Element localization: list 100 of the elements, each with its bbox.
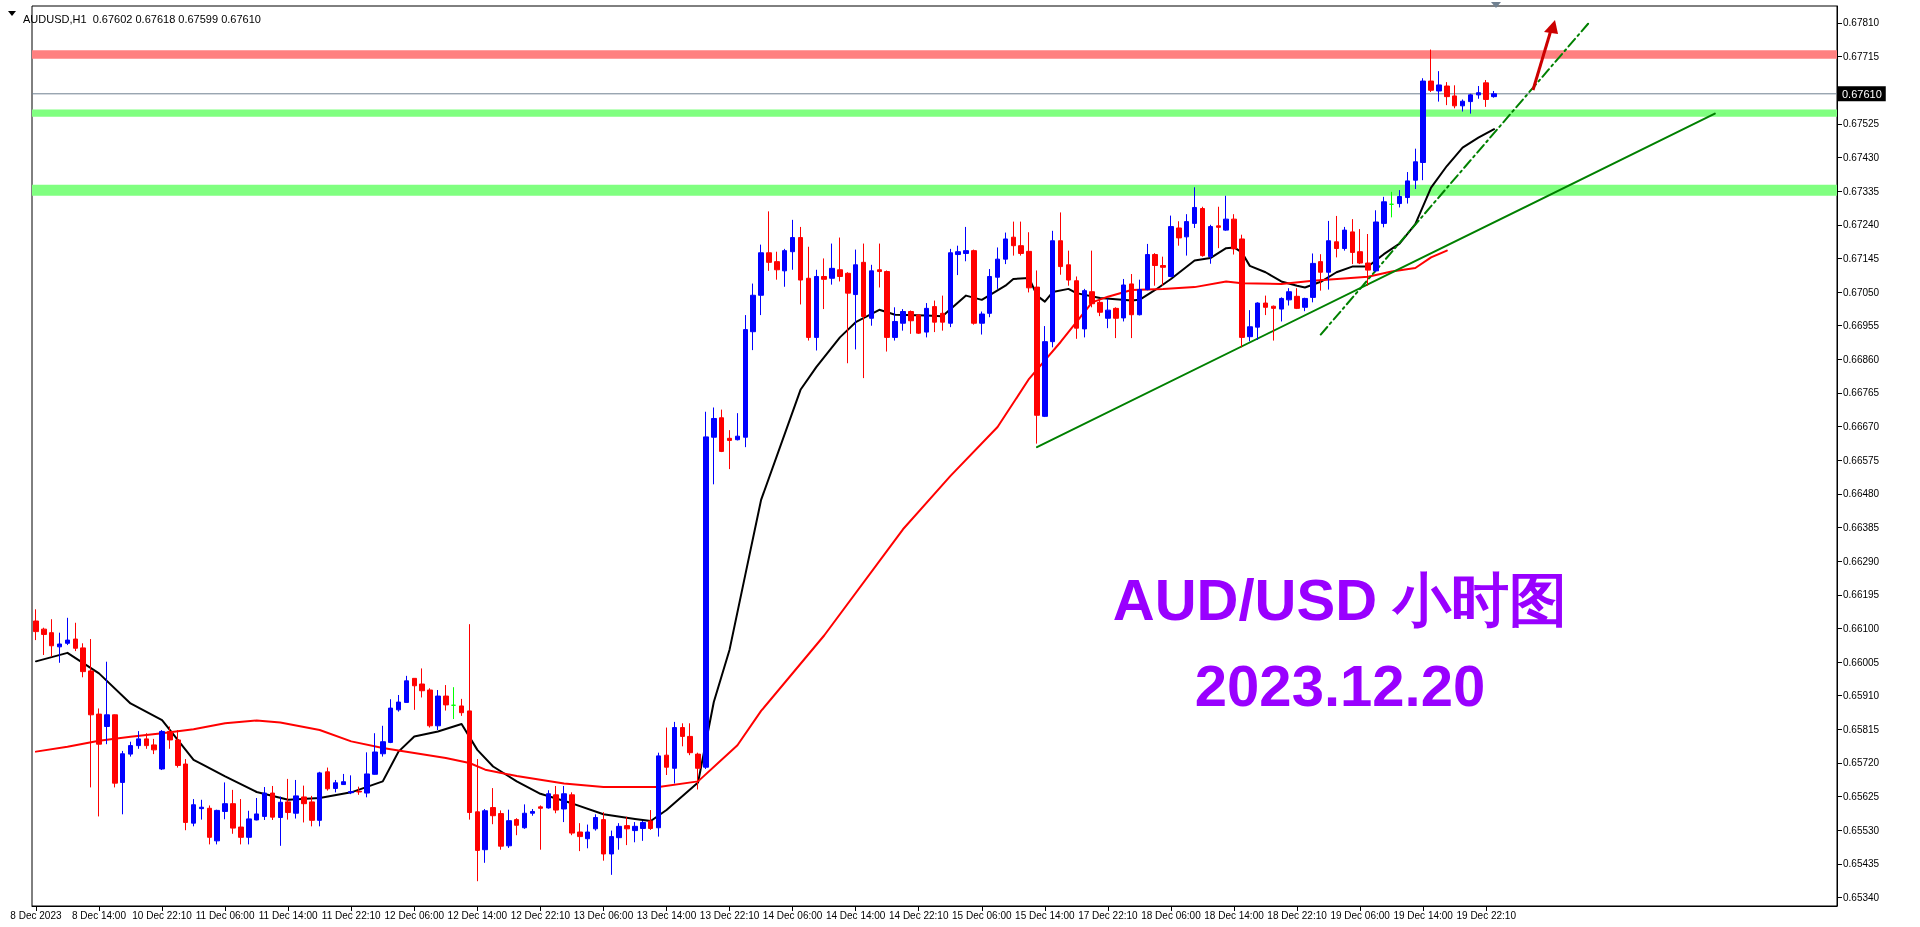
- y-tick-label: 0.66575: [1843, 454, 1880, 466]
- candlestick: [758, 244, 764, 316]
- candlestick: [640, 820, 646, 842]
- candlestick: [451, 686, 456, 720]
- x-tick-label: 14 Dec 22:10: [888, 909, 949, 921]
- candlestick: [1137, 279, 1142, 316]
- candlestick: [569, 791, 575, 836]
- candlestick: [1286, 287, 1292, 307]
- y-tick-label: 0.66195: [1843, 589, 1880, 601]
- candlestick: [183, 758, 188, 831]
- candlestick: [522, 803, 527, 830]
- x-tick-label: 13 Dec 14:00: [636, 909, 697, 921]
- candlestick: [735, 412, 740, 441]
- x-tick-label: 18 Dec 22:10: [1267, 909, 1328, 921]
- candlestick: [1058, 211, 1063, 276]
- candlestick: [1413, 148, 1418, 190]
- candlestick: [908, 309, 914, 335]
- candlestick: [561, 785, 567, 823]
- candlestick: [144, 732, 149, 750]
- candlestick: [246, 810, 252, 845]
- candlestick: [175, 729, 181, 769]
- candlestick: [293, 779, 299, 820]
- candlestick: [538, 804, 543, 851]
- candlestick: [1160, 256, 1166, 287]
- candlestick: [680, 722, 685, 747]
- y-tick-label: 0.66765: [1843, 387, 1880, 399]
- candlestick: [333, 779, 338, 793]
- candlestick: [1074, 276, 1079, 340]
- x-tick-label: 8 Dec 14:00: [72, 909, 127, 921]
- candlestick: [404, 675, 409, 703]
- candlestick: [1152, 252, 1158, 287]
- candlestick: [1389, 191, 1394, 218]
- y-tick-label: 0.67430: [1843, 152, 1880, 164]
- candlestick: [207, 804, 212, 845]
- annotation: 2023.12.20: [1194, 652, 1486, 718]
- candlestick: [601, 811, 606, 862]
- x-tick-label: 12 Dec 14:00: [447, 909, 508, 921]
- candlestick: [1436, 70, 1442, 103]
- candlestick: [1271, 305, 1276, 342]
- candlestick: [837, 237, 843, 282]
- candlestick: [877, 243, 882, 288]
- candlestick: [364, 751, 370, 798]
- candlestick: [530, 808, 535, 817]
- y-tick-label: 0.67715: [1843, 51, 1880, 63]
- candlestick: [270, 785, 275, 821]
- candlestick: [191, 798, 196, 827]
- candlestick: [1050, 230, 1055, 348]
- candlestick: [1097, 299, 1103, 317]
- x-tick-label: 11 Dec 22:10: [321, 909, 382, 921]
- candlestick: [609, 830, 614, 876]
- candlestick: [774, 251, 780, 281]
- candlestick: [1208, 224, 1213, 265]
- candlestick: [845, 271, 851, 364]
- candlestick: [727, 429, 732, 470]
- y-tick-label: 0.66860: [1843, 353, 1880, 365]
- candlestick: [798, 226, 803, 305]
- y-tick-label: 0.67050: [1843, 286, 1880, 298]
- candlestick: [1255, 301, 1260, 341]
- candlestick: [1420, 77, 1426, 181]
- candlestick: [1294, 287, 1300, 310]
- candlestick: [214, 809, 220, 845]
- candlestick: [1279, 296, 1284, 322]
- candlestick: [987, 268, 992, 318]
- candlestick: [577, 822, 583, 852]
- candlestick: [1350, 218, 1355, 265]
- candlestick: [687, 722, 693, 756]
- candlestick: [1405, 171, 1410, 205]
- x-tick-label: 11 Dec 14:00: [258, 909, 318, 921]
- candlestick: [459, 698, 464, 717]
- candlestick: [412, 677, 417, 711]
- candlestick: [703, 411, 709, 770]
- candlestick: [1476, 85, 1481, 100]
- candlestick: [1018, 221, 1024, 257]
- candlestick: [396, 694, 401, 713]
- candlestick: [1373, 209, 1379, 273]
- candlestick: [1231, 213, 1237, 256]
- candlestick: [955, 245, 961, 276]
- candlestick: [238, 798, 244, 845]
- y-tick-label: 0.65720: [1843, 757, 1880, 769]
- candlestick: [1105, 298, 1111, 329]
- candlestick: [979, 311, 985, 336]
- candlestick: [356, 786, 362, 796]
- candlestick: [120, 750, 125, 815]
- candlestick: [1011, 221, 1016, 257]
- candlestick: [57, 632, 62, 664]
- candlestick: [750, 283, 756, 351]
- candlestick: [1342, 226, 1347, 252]
- candlestick: [924, 302, 929, 338]
- candlestick: [348, 774, 354, 795]
- candlestick: [1302, 297, 1308, 312]
- candlestick: [1491, 90, 1497, 99]
- candlestick: [317, 771, 322, 827]
- x-tick-label: 19 Dec 14:00: [1393, 909, 1454, 921]
- y-tick-label: 0.65530: [1843, 824, 1880, 836]
- y-tick-label: 0.65815: [1843, 723, 1880, 735]
- x-tick-label: 14 Dec 14:00: [825, 909, 886, 921]
- candlestick: [1318, 253, 1323, 292]
- x-tick-label: 17 Dec 22:10: [1078, 909, 1139, 921]
- candlestick: [1216, 206, 1221, 249]
- candlestick: [1184, 213, 1189, 257]
